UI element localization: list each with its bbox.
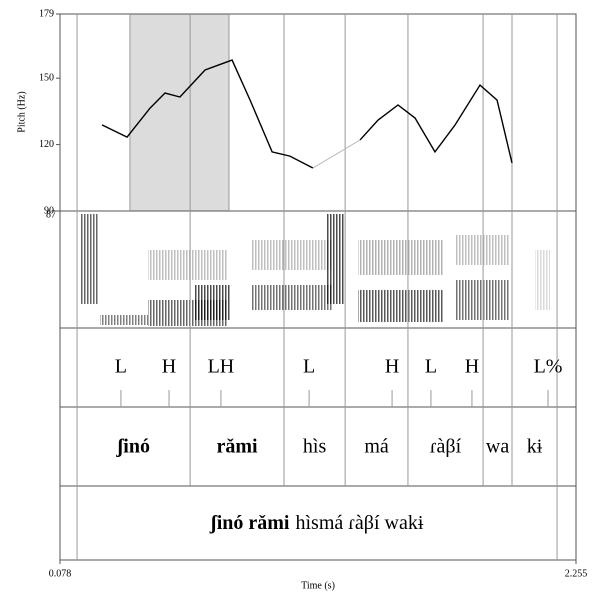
word-label: ʃinó xyxy=(115,436,150,458)
x-tick-label: 2.255 xyxy=(565,568,588,579)
word-label: hìs xyxy=(303,436,327,458)
word-label: rǎmi xyxy=(217,436,259,458)
spectrogram-label: 87 xyxy=(46,209,56,220)
word-label: wa xyxy=(486,436,509,458)
interpolation xyxy=(312,139,361,169)
y-axis-label: Pitch (Hz) xyxy=(16,91,27,132)
tone-label: H xyxy=(162,356,176,378)
tone-label: L xyxy=(303,356,315,378)
word-label: kɨ xyxy=(527,436,543,458)
y-tick-label: 120 xyxy=(39,139,54,150)
sentence: ʃinó rǎmi hìsmá ɾàβí wakɨ xyxy=(209,512,424,534)
tone-label: H xyxy=(465,356,479,378)
y-tick-label: 179 xyxy=(39,8,54,19)
frame xyxy=(59,13,577,561)
x-tick-label: 0.078 xyxy=(49,568,72,579)
sentence-rest: hìsmá ɾàβí wakɨ xyxy=(296,512,424,534)
highlight xyxy=(129,14,229,211)
pitch-line xyxy=(101,59,314,169)
spectrogram xyxy=(80,214,550,326)
sentence-bold: ʃinó rǎmi xyxy=(209,512,290,534)
pitch-line xyxy=(359,83,513,164)
tone-label: L xyxy=(425,356,437,378)
tone-label: L xyxy=(115,356,127,378)
tone-label: H xyxy=(385,356,399,378)
word-label: má xyxy=(364,436,389,458)
tone-label: LH xyxy=(208,356,235,378)
tone-label: L% xyxy=(534,356,563,378)
y-tick-label: 150 xyxy=(39,72,54,83)
x-axis-label: Time (s) xyxy=(301,580,335,591)
y-tick-label: 90 xyxy=(44,205,54,216)
word-label: ɾàβí xyxy=(430,436,462,458)
